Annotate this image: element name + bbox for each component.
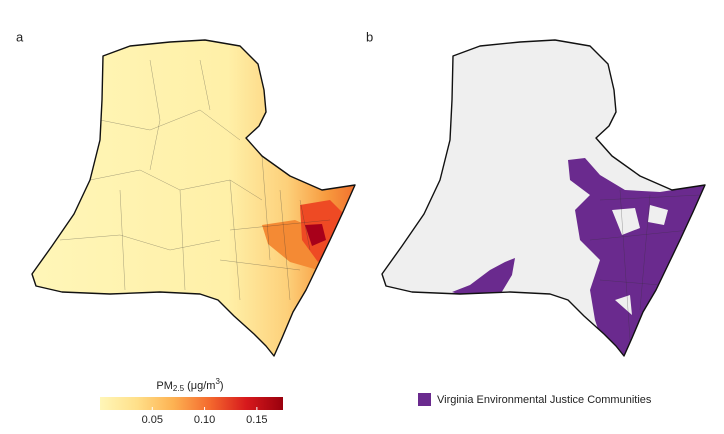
colorbar-tick-label: 0.10 (194, 414, 215, 426)
colorbar-title-part: 2.5 (173, 384, 185, 393)
colorbar (100, 397, 283, 410)
colorbar-title-part: (μg/m (184, 380, 215, 392)
ej-region (568, 158, 705, 356)
ej-region (452, 258, 515, 298)
colorbar-title-part: PM (156, 380, 173, 392)
tract-boundaries (589, 189, 701, 341)
panel-label: a (16, 29, 24, 44)
tract-boundaries (59, 59, 331, 301)
map-fill (612, 205, 668, 315)
colorbar-title-part: ) (220, 380, 224, 392)
pm25-map (32, 40, 355, 356)
colorbar-tick-label: 0.15 (246, 414, 267, 426)
map-fill (32, 40, 355, 356)
panel-label: b (366, 29, 373, 44)
colorbar-tick-label: 0.05 (142, 414, 163, 426)
legend-swatch (418, 393, 431, 406)
legend-label: Virginia Environmental Justice Communiti… (437, 394, 652, 406)
colorbar-title: PM2.5 (μg/m3) (156, 377, 223, 393)
colorbar-ticks: 0.05 0.10 0.15 (142, 407, 268, 426)
map-fill (305, 224, 326, 246)
colorbar-title-part: 3 (215, 377, 220, 386)
ej-map (382, 40, 705, 356)
